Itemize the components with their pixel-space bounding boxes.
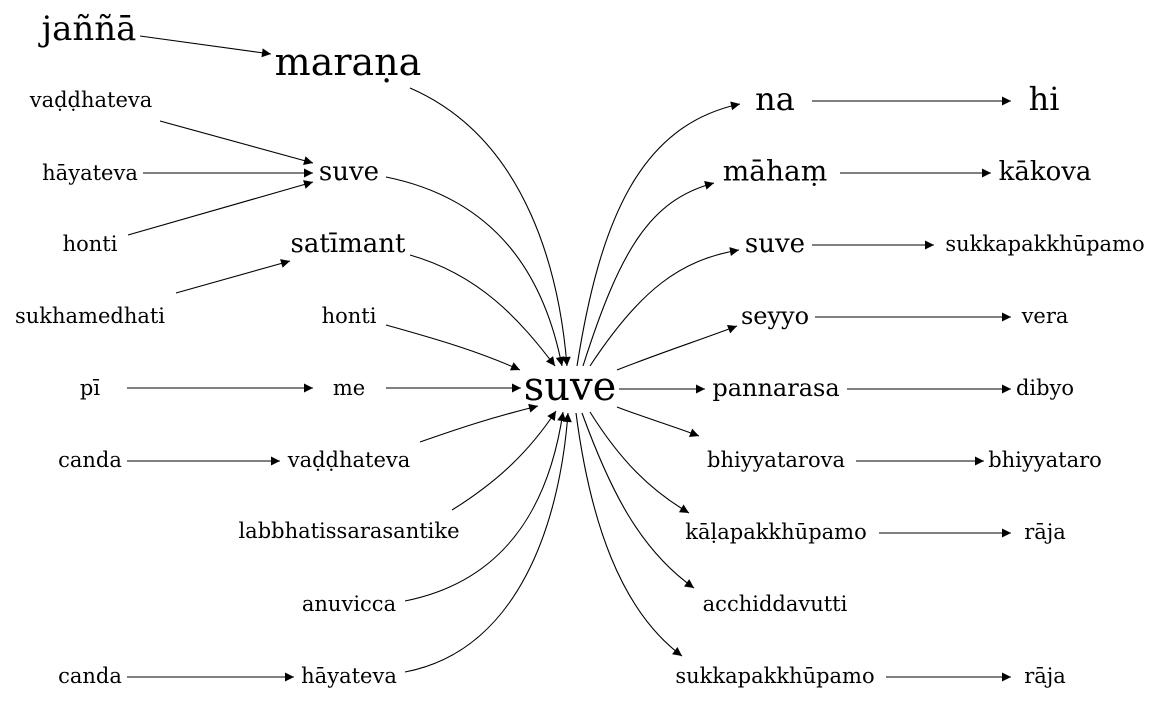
node-anuvicca: anuvicca xyxy=(302,592,396,616)
edge-hayateva2-suve xyxy=(404,412,572,673)
edge-suve-left-suve xyxy=(385,176,565,367)
edge-suve-seyyo xyxy=(616,324,738,371)
node-maham: māhaṃ xyxy=(723,155,828,188)
node-suve-center: suve xyxy=(524,364,617,410)
edge-suve-maham xyxy=(582,180,715,367)
node-acchiddavutti: acchiddavutti xyxy=(703,592,848,616)
node-satimant: satīmant xyxy=(291,229,407,259)
node-labbhatissarasantike: labbhatissarasantike xyxy=(238,519,459,543)
edge-marana-suve xyxy=(409,87,571,367)
edge-suve-kala xyxy=(589,411,690,514)
node-kakova: kākova xyxy=(999,157,1092,187)
node-vaddhateva-2: vaḍḍhateva xyxy=(287,448,411,472)
node-bhiyyatarova: bhiyyatarova xyxy=(707,448,845,472)
node-honti-1: honti xyxy=(63,232,118,256)
edge-suve-na xyxy=(576,101,741,367)
nodes: jaññā maraṇa vaḍḍhateva hāyateva honti s… xyxy=(15,9,1145,688)
node-vaddhateva-1: vaḍḍhateva xyxy=(29,88,153,112)
node-raja-2: rāja xyxy=(1024,664,1066,688)
node-hayateva-2: hāyateva xyxy=(301,664,397,688)
edge-suve-suve-right xyxy=(589,247,740,367)
node-vera: vera xyxy=(1021,304,1069,328)
edge-suve-acchidda xyxy=(581,412,695,589)
edge-labbhati-suve xyxy=(451,410,557,511)
node-kalapakkhupamo: kāḷapakkhūpamo xyxy=(685,520,866,544)
node-sukkapakkhupamo-2: sukkapakkhūpamo xyxy=(675,664,874,688)
node-me: me xyxy=(333,376,365,400)
node-sukhamedhati: sukhamedhati xyxy=(15,304,165,328)
edge-honti-suve xyxy=(127,180,314,236)
node-dibyo: dibyo xyxy=(1016,376,1074,400)
node-na: na xyxy=(755,80,795,118)
edge-suve-sukka2 xyxy=(575,412,683,657)
node-sukkapakkhupamo-1: sukkapakkhūpamo xyxy=(945,232,1144,256)
edge-vaddhateva-suve xyxy=(159,120,314,165)
node-canda-2: canda xyxy=(58,664,122,688)
edges xyxy=(127,35,1011,682)
edge-sukhamedhati-satimant xyxy=(175,259,291,294)
node-suve-left: suve xyxy=(319,157,379,187)
edge-satimant-suve xyxy=(409,254,556,367)
node-honti-2: honti xyxy=(322,304,377,328)
edge-anuvicca-suve xyxy=(404,411,567,602)
node-pannarasa: pannarasa xyxy=(712,374,839,402)
node-marana: maraṇa xyxy=(275,40,422,84)
node-raja-1: rāja xyxy=(1024,520,1066,544)
node-hi: hi xyxy=(1029,80,1060,118)
node-canda-1: canda xyxy=(58,448,122,472)
node-suve-right: suve xyxy=(745,229,805,259)
edge-suve-bhiyyatarova xyxy=(616,406,700,438)
edge-vaddhateva2-suve xyxy=(419,403,539,443)
edge-honti2-suve xyxy=(385,324,521,371)
node-jannna: jaññā xyxy=(38,9,137,49)
node-bhiyyataro: bhiyyataro xyxy=(988,448,1102,472)
node-pi: pī xyxy=(80,376,100,400)
node-hayateva-1: hāyateva xyxy=(42,161,138,185)
node-seyyo: seyyo xyxy=(741,302,809,330)
edge-jannna-marana xyxy=(139,35,272,58)
